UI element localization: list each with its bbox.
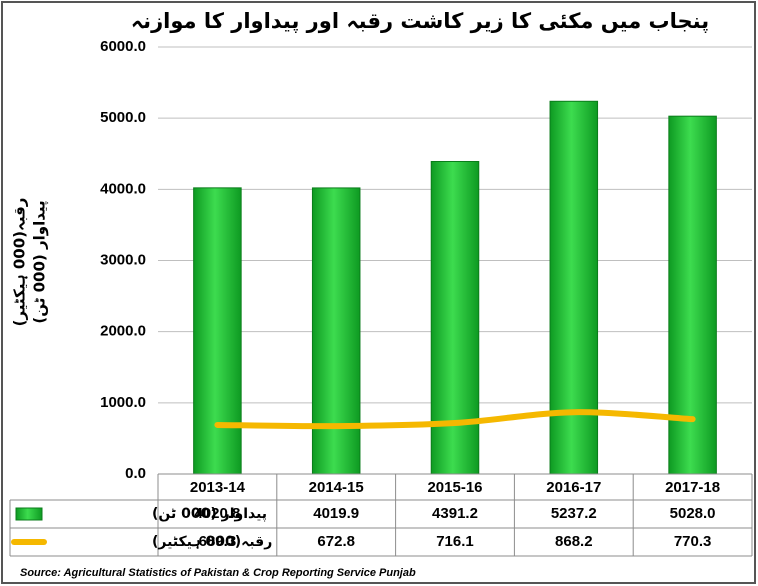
table-value: 5028.0 bbox=[670, 505, 716, 522]
y-tick-label: 0.0 bbox=[125, 465, 146, 482]
table-value: 716.1 bbox=[436, 533, 474, 550]
y-tick-label: 2000.0 bbox=[100, 323, 146, 340]
y-tick-label: 6000.0 bbox=[100, 38, 146, 55]
x-tick-label: 2015-16 bbox=[427, 479, 482, 496]
legend-label: پیداوار (000 ٹن) bbox=[152, 506, 267, 522]
x-tick-label: 2014-15 bbox=[309, 479, 364, 496]
legend-swatch bbox=[15, 507, 43, 521]
y-tick-label: 3000.0 bbox=[100, 251, 146, 268]
x-tick-label: 2017-18 bbox=[665, 479, 720, 496]
table-value: 4391.2 bbox=[432, 505, 478, 522]
table-value: 689.3 bbox=[199, 533, 237, 550]
legend-label: رقبہ(000 ہیکٹیر) bbox=[152, 534, 272, 550]
y-axis-label: پیداوار (000 ٹن) bbox=[31, 200, 50, 323]
source: Source: Agricultural Statistics of Pakis… bbox=[20, 567, 416, 579]
table-value: 770.3 bbox=[674, 533, 712, 550]
y-tick-label: 4000.0 bbox=[100, 180, 146, 197]
y-tick-label: 1000.0 bbox=[100, 394, 146, 411]
y-tick-label: 5000.0 bbox=[100, 109, 146, 126]
y-axis-label: رقبہ(000 ہیکٹیر) bbox=[11, 198, 29, 327]
chart-title: پنجاب میں مکئی کا زیر کاشت رقبہ اور پیدا… bbox=[131, 9, 709, 33]
table-value: 868.2 bbox=[555, 533, 593, 550]
line bbox=[214, 409, 696, 430]
table-value: 4019.9 bbox=[313, 505, 359, 522]
table-value: 4020.8 bbox=[194, 505, 240, 522]
bar bbox=[430, 160, 480, 475]
bar bbox=[549, 100, 599, 475]
table-value: 5237.2 bbox=[551, 505, 597, 522]
bar bbox=[311, 187, 361, 475]
x-tick-label: 2016-17 bbox=[546, 479, 601, 496]
bar bbox=[193, 187, 242, 475]
table-value: 672.8 bbox=[317, 533, 355, 550]
x-tick-label: 2013-14 bbox=[190, 479, 246, 496]
